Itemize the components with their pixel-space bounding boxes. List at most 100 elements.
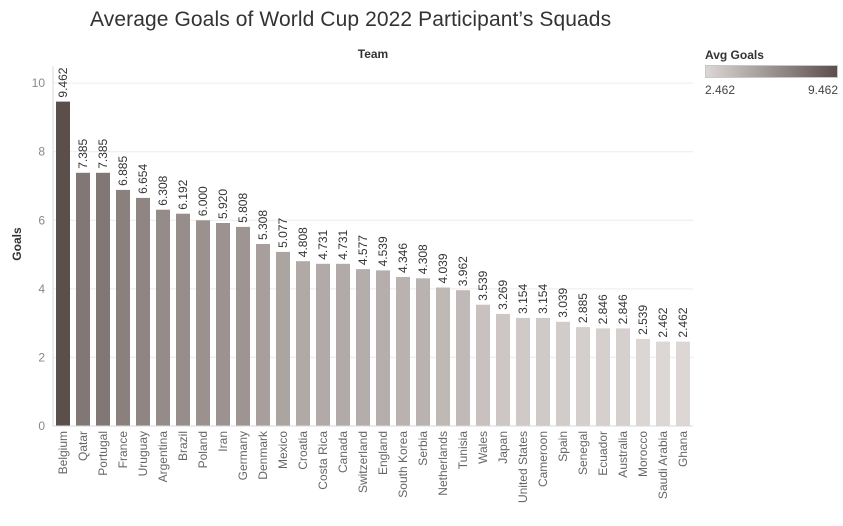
bar bbox=[336, 263, 350, 426]
bar-value-label: 6.654 bbox=[136, 164, 150, 194]
chart-title: Average Goals of World Cup 2022 Particip… bbox=[90, 8, 612, 31]
bar bbox=[176, 213, 190, 426]
y-tick-label: 4 bbox=[38, 282, 45, 296]
y-tick-label: 8 bbox=[38, 145, 45, 159]
x-tick-label: South Korea bbox=[396, 431, 410, 498]
x-tick-label: Australia bbox=[616, 431, 630, 478]
x-tick-label: Germany bbox=[236, 431, 250, 480]
bar-value-label: 6.000 bbox=[196, 186, 210, 216]
bar bbox=[636, 338, 650, 426]
x-tick-label: Netherlands bbox=[436, 431, 450, 496]
bar bbox=[556, 321, 570, 426]
bar bbox=[536, 317, 550, 426]
column-header: Team bbox=[358, 47, 388, 61]
bar bbox=[376, 270, 390, 426]
bar bbox=[296, 261, 310, 426]
x-tick-label: Mexico bbox=[276, 431, 290, 469]
bar-value-label: 3.039 bbox=[556, 287, 570, 317]
bar bbox=[136, 197, 150, 426]
x-tick-label: Spain bbox=[556, 431, 570, 462]
x-tick-label: Portugal bbox=[96, 431, 110, 476]
x-tick-label: Brazil bbox=[176, 431, 190, 461]
bar-value-label: 6.192 bbox=[176, 179, 190, 209]
legend-color-ramp bbox=[705, 65, 838, 78]
bar bbox=[656, 341, 670, 426]
bar bbox=[256, 244, 270, 426]
bar bbox=[416, 278, 430, 426]
x-tick-label: Poland bbox=[196, 431, 210, 468]
legend-max-label: 9.462 bbox=[807, 83, 838, 97]
x-tick-label: Morocco bbox=[636, 431, 650, 477]
x-tick-label: Denmark bbox=[256, 430, 270, 480]
bar bbox=[576, 327, 590, 426]
y-tick-label: 2 bbox=[38, 350, 45, 364]
bar bbox=[316, 263, 330, 426]
bar bbox=[456, 290, 470, 426]
bar-value-label: 4.539 bbox=[376, 236, 390, 266]
x-tick-label: Cameroon bbox=[536, 431, 550, 487]
bar bbox=[156, 209, 170, 426]
x-tick-label: Switzerland bbox=[356, 431, 370, 493]
bars: 9.462 7.385 7.385 6.885 6.654 6.308 6.192 6.000… bbox=[56, 67, 690, 426]
bar-value-label: 3.269 bbox=[496, 280, 510, 310]
bar bbox=[276, 251, 290, 426]
bar-value-label: 3.154 bbox=[536, 284, 550, 314]
x-tick-label: Ecuador bbox=[596, 431, 610, 476]
bar-value-label: 6.885 bbox=[116, 156, 130, 186]
legend-labels: 2.462 9.462 bbox=[705, 83, 838, 97]
bar-value-label: 7.385 bbox=[76, 138, 90, 168]
bar bbox=[356, 269, 370, 426]
bar bbox=[516, 317, 530, 426]
y-tick-label: 6 bbox=[38, 213, 45, 227]
bar-value-label: 5.920 bbox=[216, 189, 230, 219]
bar-value-label: 3.962 bbox=[456, 256, 470, 286]
y-tick-label: 10 bbox=[32, 76, 46, 90]
x-tick-label: Ghana bbox=[676, 431, 690, 467]
bar bbox=[236, 226, 250, 426]
bar-value-label: 4.308 bbox=[416, 244, 430, 274]
bar bbox=[596, 328, 610, 426]
x-tick-label: Uruguay bbox=[136, 431, 150, 476]
bar-value-label: 4.731 bbox=[316, 229, 330, 259]
x-tick-label: Serbia bbox=[416, 431, 430, 466]
x-tick-label: France bbox=[116, 431, 130, 469]
bar bbox=[196, 220, 210, 426]
axes: 0 2 4 6 8 10 Belgium Qatar Portugal France Uruguay… bbox=[32, 66, 693, 503]
bar bbox=[496, 313, 510, 426]
y-axis-label: Goals bbox=[10, 227, 24, 261]
bar-value-label: 2.846 bbox=[596, 294, 610, 324]
bar bbox=[676, 341, 690, 426]
bar bbox=[76, 172, 90, 426]
bar-value-label: 2.539 bbox=[636, 305, 650, 335]
bar bbox=[56, 101, 70, 426]
bar-value-label: 2.462 bbox=[676, 307, 690, 337]
legend-title: Avg Goals bbox=[705, 48, 764, 62]
bar-value-label: 6.308 bbox=[156, 175, 170, 205]
color-legend: Avg Goals 2.462 9.462 bbox=[705, 48, 840, 97]
bar-value-label: 9.462 bbox=[56, 67, 70, 97]
x-tick-label: Argentina bbox=[156, 431, 170, 483]
bar-value-label: 4.731 bbox=[336, 229, 350, 259]
bar bbox=[216, 223, 230, 426]
bar-value-label: 5.308 bbox=[256, 210, 270, 240]
x-tick-label: Saudi Arabia bbox=[656, 431, 670, 499]
bar-value-label: 2.462 bbox=[656, 307, 670, 337]
x-tick-label: England bbox=[376, 431, 390, 475]
x-tick-label: Belgium bbox=[56, 431, 70, 474]
bar-value-label: 7.385 bbox=[96, 138, 110, 168]
x-tick-label: Iran bbox=[216, 431, 230, 452]
bar bbox=[616, 328, 630, 426]
bar-value-label: 3.154 bbox=[516, 284, 530, 314]
bar bbox=[96, 172, 110, 426]
bar bbox=[396, 277, 410, 426]
bar-value-label: 4.039 bbox=[436, 253, 450, 283]
x-tick-label: Senegal bbox=[576, 431, 590, 475]
bar-value-label: 4.808 bbox=[296, 227, 310, 257]
x-tick-label: United States bbox=[516, 431, 530, 503]
bar bbox=[116, 189, 130, 426]
x-tick-label: Wales bbox=[476, 431, 490, 464]
bar-value-label: 2.846 bbox=[616, 294, 630, 324]
bar bbox=[476, 304, 490, 426]
bar-value-label: 2.885 bbox=[576, 293, 590, 323]
